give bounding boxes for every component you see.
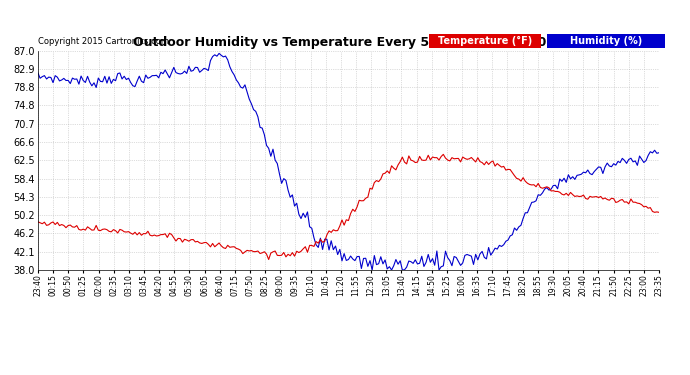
Title: Outdoor Humidity vs Temperature Every 5 Minutes 20151014: Outdoor Humidity vs Temperature Every 5 … (133, 36, 564, 50)
Text: Humidity (%): Humidity (%) (570, 36, 642, 46)
Text: Copyright 2015 Cartronics.com: Copyright 2015 Cartronics.com (38, 37, 169, 46)
FancyBboxPatch shape (429, 34, 541, 48)
FancyBboxPatch shape (547, 34, 665, 48)
Text: Temperature (°F): Temperature (°F) (438, 36, 532, 46)
